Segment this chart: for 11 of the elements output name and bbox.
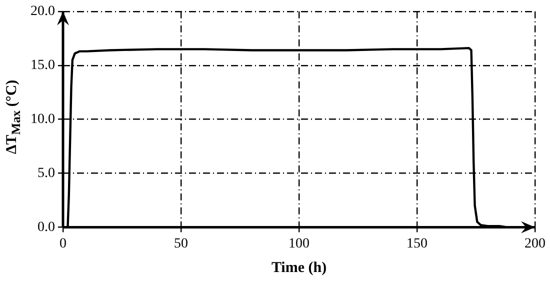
y-tick-label: 15.0 xyxy=(30,58,55,74)
x-tick-label: 100 xyxy=(288,236,310,252)
y-tick-label: 10.0 xyxy=(30,112,55,127)
x-tick-label: 0 xyxy=(60,236,66,252)
x-tick-label: 50 xyxy=(174,236,188,252)
y-tick-label: 20.0 xyxy=(30,4,55,20)
x-tick-label: 200 xyxy=(524,236,546,252)
y-tick-label: 0.0 xyxy=(38,220,55,235)
x-tick-label: 150 xyxy=(406,236,428,252)
y-tick-label: 5.0 xyxy=(38,166,55,181)
x-axis-title: Time (h) xyxy=(271,260,327,276)
